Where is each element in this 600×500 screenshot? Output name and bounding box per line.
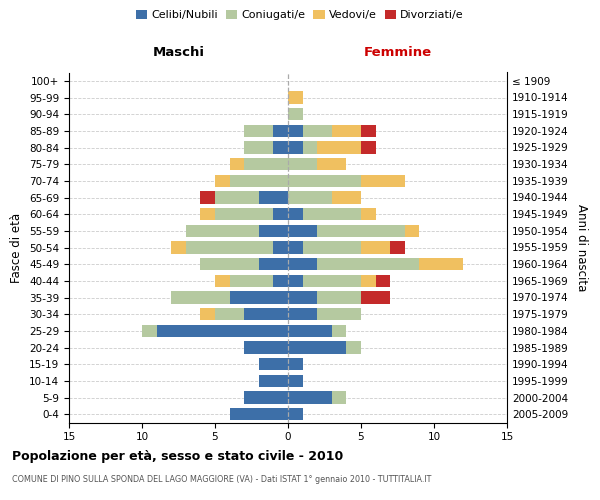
Bar xyxy=(215,191,259,204)
Bar xyxy=(259,358,288,370)
Text: COMUNE DI PINO SULLA SPONDA DEL LAGO MAGGIORE (VA) - Dati ISTAT 1° gennaio 2010 : COMUNE DI PINO SULLA SPONDA DEL LAGO MAG… xyxy=(12,475,431,484)
Bar xyxy=(288,224,317,237)
Bar xyxy=(288,258,317,270)
Bar xyxy=(302,242,361,254)
Bar xyxy=(274,141,288,154)
Bar xyxy=(332,191,361,204)
Bar xyxy=(288,208,302,220)
Bar xyxy=(244,158,288,170)
Bar xyxy=(302,141,317,154)
Bar xyxy=(302,124,332,137)
Bar xyxy=(302,274,361,287)
Bar xyxy=(244,308,288,320)
Bar xyxy=(317,224,405,237)
Bar xyxy=(361,291,390,304)
Bar xyxy=(230,274,274,287)
Bar xyxy=(361,124,376,137)
Bar xyxy=(230,408,288,420)
Legend: Celibi/Nubili, Coniugati/e, Vedovi/e, Divorziati/e: Celibi/Nubili, Coniugati/e, Vedovi/e, Di… xyxy=(132,6,468,25)
Bar xyxy=(274,242,288,254)
Bar xyxy=(346,341,361,354)
Bar xyxy=(259,374,288,387)
Bar xyxy=(332,324,346,337)
Text: Maschi: Maschi xyxy=(152,46,205,59)
Bar xyxy=(230,158,244,170)
Bar xyxy=(288,391,332,404)
Bar xyxy=(405,224,419,237)
Bar xyxy=(215,174,230,187)
Bar xyxy=(361,141,376,154)
Y-axis label: Fasce di età: Fasce di età xyxy=(10,212,23,282)
Bar xyxy=(230,174,288,187)
Bar xyxy=(215,274,230,287)
Bar xyxy=(376,274,390,287)
Bar xyxy=(244,141,274,154)
Bar xyxy=(186,242,274,254)
Bar xyxy=(288,174,361,187)
Bar xyxy=(332,391,346,404)
Bar xyxy=(288,274,302,287)
Bar xyxy=(274,208,288,220)
Bar xyxy=(390,242,405,254)
Bar xyxy=(288,374,302,387)
Bar xyxy=(171,242,186,254)
Bar xyxy=(332,124,361,137)
Bar xyxy=(288,308,317,320)
Bar xyxy=(288,108,302,120)
Bar xyxy=(288,341,346,354)
Bar xyxy=(288,291,317,304)
Bar xyxy=(288,191,332,204)
Bar xyxy=(288,358,302,370)
Bar xyxy=(244,391,288,404)
Bar xyxy=(200,258,259,270)
Bar xyxy=(288,141,302,154)
Bar xyxy=(288,91,302,104)
Bar xyxy=(317,291,361,304)
Bar xyxy=(302,208,361,220)
Bar xyxy=(200,308,215,320)
Bar xyxy=(142,324,157,337)
Bar xyxy=(361,208,376,220)
Bar xyxy=(317,158,346,170)
Bar xyxy=(288,242,302,254)
Bar xyxy=(288,324,332,337)
Bar xyxy=(419,258,463,270)
Bar xyxy=(259,258,288,270)
Bar xyxy=(171,291,230,304)
Text: Femmine: Femmine xyxy=(364,46,431,59)
Y-axis label: Anni di nascita: Anni di nascita xyxy=(575,204,588,291)
Bar xyxy=(186,224,259,237)
Bar xyxy=(244,124,274,137)
Bar xyxy=(361,242,390,254)
Bar xyxy=(215,208,274,220)
Bar xyxy=(230,291,288,304)
Bar xyxy=(288,124,302,137)
Text: Popolazione per età, sesso e stato civile - 2010: Popolazione per età, sesso e stato civil… xyxy=(12,450,343,463)
Bar xyxy=(215,308,244,320)
Bar xyxy=(244,341,288,354)
Bar xyxy=(200,208,215,220)
Bar xyxy=(274,274,288,287)
Bar xyxy=(317,258,419,270)
Bar xyxy=(259,191,288,204)
Bar xyxy=(361,174,405,187)
Bar xyxy=(200,191,215,204)
Bar xyxy=(361,274,376,287)
Bar xyxy=(157,324,288,337)
Bar xyxy=(288,408,302,420)
Bar xyxy=(259,224,288,237)
Bar xyxy=(274,124,288,137)
Bar xyxy=(288,158,317,170)
Bar xyxy=(317,141,361,154)
Bar xyxy=(317,308,361,320)
